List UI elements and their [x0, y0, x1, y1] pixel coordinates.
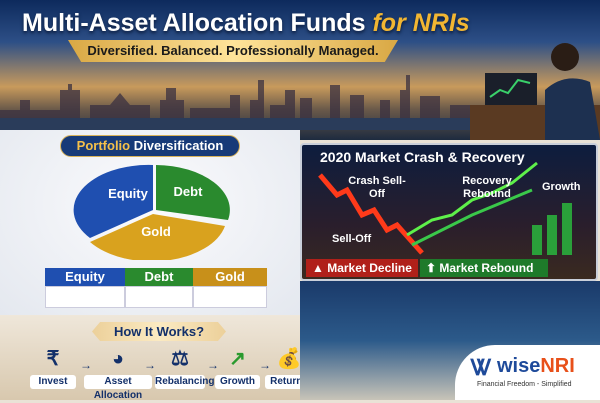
arrow-icon: →: [207, 358, 219, 372]
brand-name-b: NRI: [540, 355, 575, 377]
city-skyline: [0, 75, 600, 130]
step-label: Growth: [215, 375, 260, 389]
title-main: Multi-Asset Allocation Funds: [22, 9, 366, 37]
step-rebalancing: ⚖ Rebalancing: [155, 345, 215, 389]
portfolio-title: Portfolio Diversification: [60, 135, 240, 157]
tab-equity: Equity: [45, 268, 125, 286]
pie-slice-gold: [90, 214, 225, 260]
bank-icon: [125, 286, 193, 308]
market-title: 2020 Market Crash & Recovery: [320, 149, 525, 165]
step-growth: ↗ Growth: [215, 345, 260, 389]
pie-label-gold: Gold: [141, 224, 171, 239]
pie-label-debt: Debt: [174, 184, 204, 199]
label-growth: Growth: [542, 181, 581, 193]
market-chart: [318, 161, 572, 255]
portfolio-title-rest: Diversification: [133, 138, 224, 153]
page-title: Multi-Asset Allocation Funds for NRIs: [22, 9, 470, 38]
scale-icon: ⚖: [171, 348, 189, 370]
equity-chart-icon: [45, 286, 125, 308]
label-crash: Crash Sell-Off: [348, 175, 406, 200]
pie-label-equity: Equity: [108, 186, 148, 201]
market-rebound-label: Market Rebound: [439, 261, 534, 275]
pie-slice-debt: [156, 165, 230, 220]
market-crash-panel: 2020 Market Crash & Recovery Crash Sell-…: [300, 143, 598, 281]
how-it-works-title: How It Works?: [92, 322, 226, 341]
step-label: Invest: [30, 375, 76, 389]
portfolio-title-accent: Portfolio: [76, 138, 131, 153]
growth-chart-icon: ↗: [229, 348, 246, 370]
logo-mark-icon: Ꮤ: [471, 355, 492, 380]
brand-tagline: Financial Freedom - Simplified: [477, 381, 572, 388]
rupee-hand-icon: ₹: [46, 348, 60, 370]
market-decline-label: Market Decline: [327, 261, 412, 275]
money-bag-icon: 💰: [276, 348, 302, 370]
brand-name-a: wise: [497, 355, 541, 377]
step-label: Rebalancing: [155, 375, 215, 389]
market-decline-badge: ▲ Market Decline ▼: [306, 259, 418, 277]
recovery-line: [406, 161, 538, 237]
gold-bars-icon: [193, 286, 267, 308]
brand-logo: Ꮤ wiseNRI Financial Freedom - Simplified: [455, 345, 600, 400]
step-asset-allocation: ◕ Asset Allocation: [84, 345, 152, 401]
pie-slice-equity: [73, 164, 153, 238]
arrow-icon: →: [144, 358, 156, 372]
arrow-icon: →: [259, 358, 271, 372]
subtitle-ribbon: Diversified. Balanced. Professionally Ma…: [68, 40, 398, 62]
investor-laptop-illustration: [470, 43, 600, 140]
arrow-icon: →: [80, 358, 92, 372]
step-label: Asset Allocation: [84, 375, 152, 401]
label-selloff: Sell-Off: [332, 233, 372, 245]
market-rebound-badge: ⬆ Market Rebound: [420, 259, 548, 277]
label-recovery: Recovery Rebound: [462, 175, 512, 200]
title-accent: for NRIs: [372, 9, 470, 37]
allocation-pie: Equity Debt Gold: [73, 164, 230, 260]
tab-debt: Debt: [125, 268, 193, 286]
crash-line: [318, 173, 424, 255]
step-invest: ₹ Invest: [30, 345, 76, 389]
pie-chart-icon: ◕: [111, 348, 125, 370]
growth-arrow: [411, 188, 533, 247]
tab-gold: Gold: [193, 268, 267, 286]
